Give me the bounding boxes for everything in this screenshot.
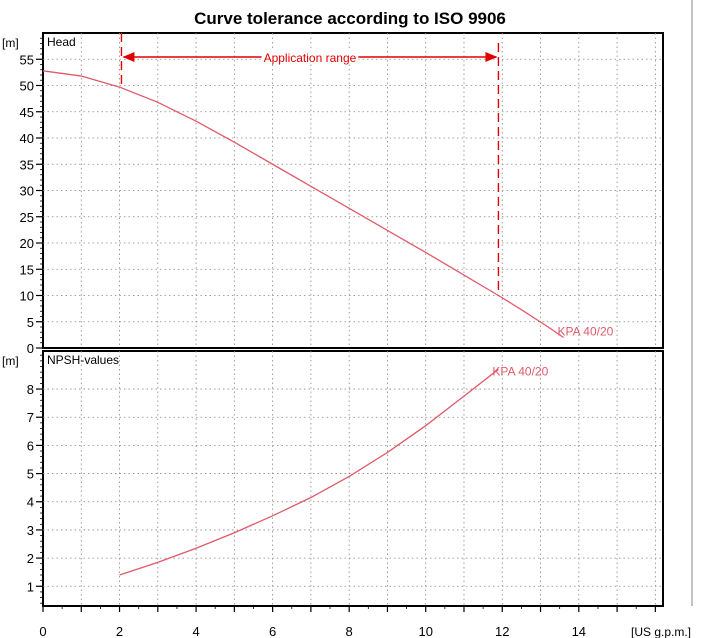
head-curve [42, 70, 564, 339]
y-tick-label: 2 [27, 551, 34, 566]
x-tick-label: 12 [495, 624, 509, 638]
y-tick-label: 40 [20, 131, 34, 146]
x-tick-label: 4 [192, 624, 199, 638]
x-tick-label: 8 [346, 624, 353, 638]
y-tick-label: 3 [27, 523, 34, 538]
y-tick-label: 0 [27, 341, 34, 356]
y-tick-label: 15 [20, 262, 34, 277]
y-tick-label: 1 [27, 579, 34, 594]
x-axis: 0 2 4 6 8 10 12 14 [39, 606, 656, 638]
x-axis-unit: [US g.p.m.] [631, 625, 691, 638]
head-y-axis: 0 5 10 15 20 25 30 35 40 45 50 55 [20, 37, 43, 356]
application-range-annotation: Application range [120, 33, 500, 296]
npsh-plot-frame [42, 350, 664, 607]
y-tick-label: 6 [27, 438, 34, 453]
x-tick-label: 2 [116, 624, 123, 638]
y-tick-label: 5 [27, 467, 34, 482]
x-tick-label: 6 [269, 624, 276, 638]
npsh-y-unit: [m] [2, 354, 19, 368]
npsh-curve [119, 368, 499, 576]
head-series: KPA 40/20 [42, 70, 614, 339]
npsh-panel: 1 2 3 4 5 6 7 8 [m] NPSH-values KPA 40/20 [2, 350, 664, 607]
x-tick-label: 10 [418, 624, 432, 638]
y-tick-label: 20 [20, 236, 34, 251]
application-range-right-arrowhead [485, 52, 498, 62]
y-tick-label: 4 [27, 495, 34, 510]
y-tick-label: 5 [27, 315, 34, 330]
npsh-panel-label: NPSH-values [47, 353, 119, 367]
npsh-series: KPA 40/20 [119, 364, 549, 576]
y-tick-label: 30 [20, 184, 34, 199]
application-range-left-arrowhead [122, 52, 135, 62]
head-panel: 0 5 10 15 20 25 30 35 40 45 50 55 [m] Head KPA 40/2… [2, 32, 664, 356]
npsh-series-label: KPA 40/20 [492, 364, 548, 378]
head-panel-label: Head [47, 35, 76, 49]
chart-title: Curve tolerance according to ISO 9906 [194, 9, 506, 28]
y-tick-label: 10 [20, 289, 34, 304]
x-tick-label: 14 [572, 624, 586, 638]
npsh-grid [43, 351, 663, 606]
y-tick-label: 55 [20, 52, 34, 67]
y-tick-label: 35 [20, 157, 34, 172]
y-tick-label: 45 [20, 105, 34, 120]
head-y-unit: [m] [2, 36, 19, 50]
y-tick-label: 8 [27, 382, 34, 397]
y-tick-label: 25 [20, 210, 34, 225]
head-series-label: KPA 40/20 [557, 325, 613, 339]
y-tick-label: 7 [27, 410, 34, 425]
application-range-label-background [261, 49, 359, 64]
application-range-label: Application range [264, 51, 357, 65]
y-tick-label: 50 [20, 79, 34, 94]
x-tick-label: 0 [39, 624, 46, 638]
npsh-y-axis: 1 2 3 4 5 6 7 8 [27, 354, 43, 604]
head-grid [43, 33, 663, 348]
